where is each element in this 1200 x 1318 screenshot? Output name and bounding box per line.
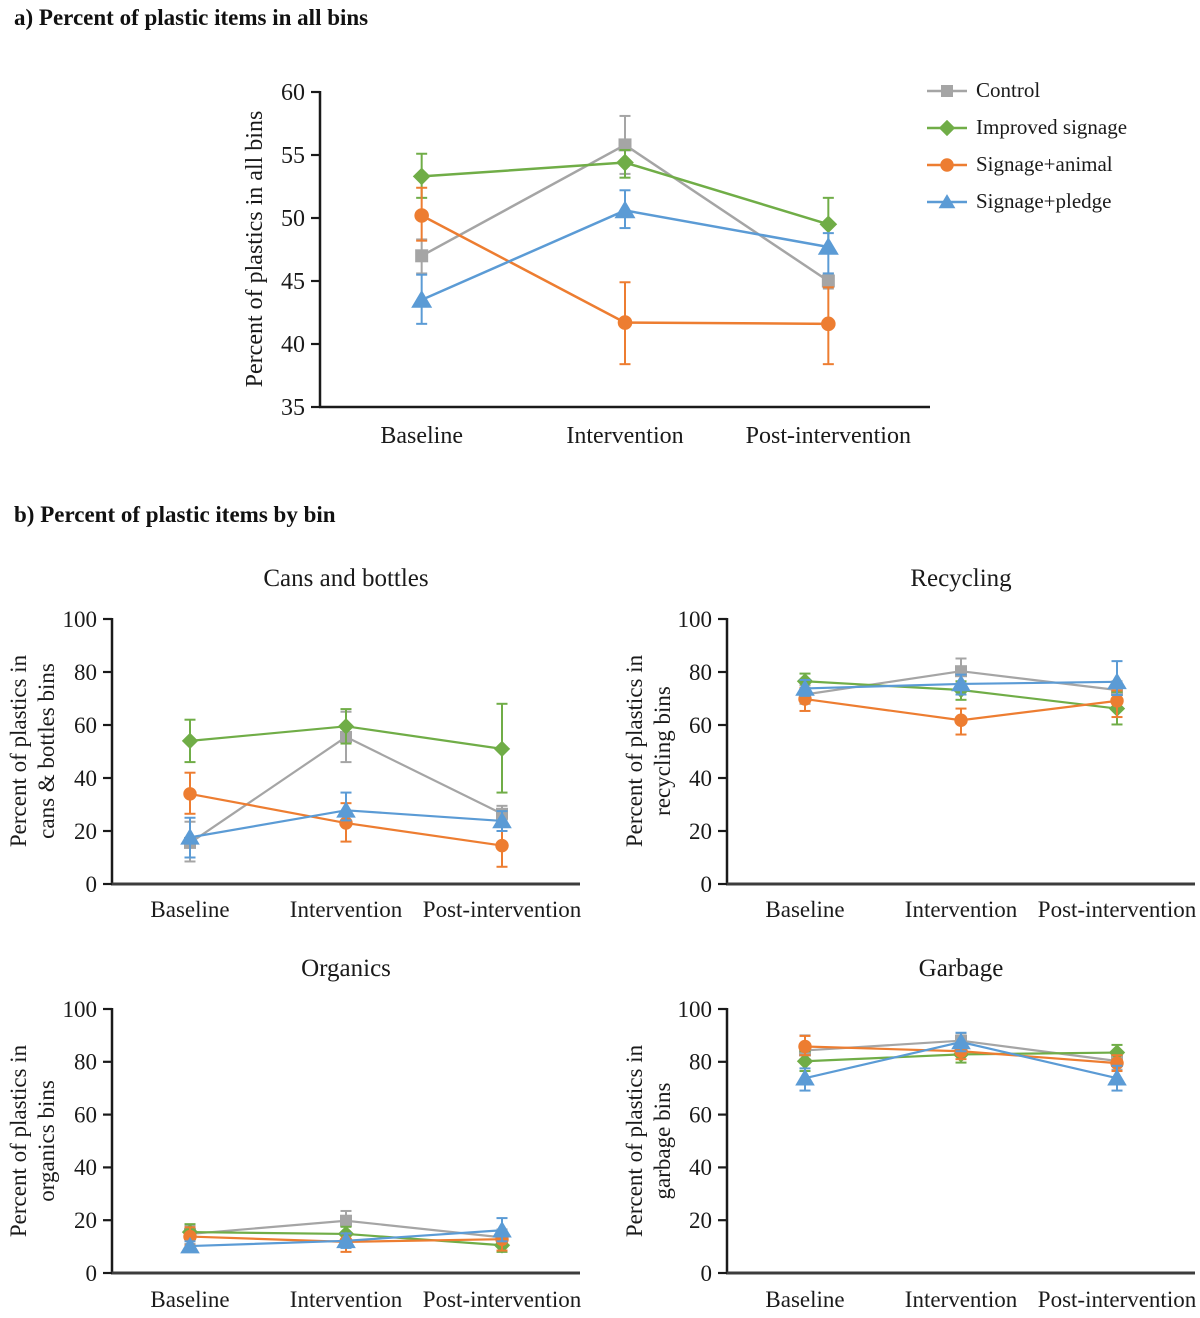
series-signage-pledge [795, 660, 1127, 697]
x-category-label: Post-intervention [423, 897, 582, 922]
x-category-label: Intervention [566, 423, 683, 449]
x-category-label: Baseline [380, 423, 463, 449]
y-tick-label: 80 [689, 1050, 712, 1075]
y-tick-label: 20 [74, 1208, 97, 1233]
y-tick-label: 80 [74, 1050, 97, 1075]
y-tick-label: 0 [86, 872, 98, 897]
square-marker-icon [927, 84, 967, 97]
x-category-label: Intervention [290, 897, 403, 922]
y-axis-label: Percent of plastics in [622, 1044, 647, 1237]
x-category-label: Post-intervention [423, 1287, 582, 1312]
series-signage-animal [414, 186, 836, 366]
y-tick-label: 40 [74, 766, 97, 791]
x-category-label: Intervention [290, 1287, 403, 1312]
y-tick-label: 0 [701, 872, 713, 897]
series-signage-pledge [411, 189, 839, 325]
chart-title: Organics [301, 955, 391, 982]
y-tick-label: 20 [689, 819, 712, 844]
y-axis-label: cans & bottles bins [34, 663, 59, 839]
y-tick-label: 40 [281, 332, 305, 358]
series-improved-signage [412, 148, 838, 252]
y-tick-label: 0 [86, 1261, 98, 1286]
panel-a-heading: a) Percent of plastic items in all bins [14, 5, 369, 30]
y-tick-label: 100 [63, 997, 98, 1022]
y-tick-label: 60 [689, 1102, 712, 1127]
series-signage-pledge [180, 791, 512, 859]
y-tick-label: 100 [678, 997, 713, 1022]
y-tick-label: 20 [689, 1208, 712, 1233]
circle-marker-icon [927, 157, 967, 172]
y-tick-label: 50 [281, 206, 305, 232]
chart-all_bins: 35 40 45 50 55 60 Baseline Intervention Post-int… [242, 80, 930, 449]
legend-item-signage-pledge: Signage+pledge [926, 183, 1127, 220]
x-category-label: Baseline [150, 897, 229, 922]
y-tick-label: 60 [74, 713, 97, 738]
y-tick-label: 35 [281, 395, 305, 421]
legend-item-signage-animal: Signage+animal [926, 146, 1127, 183]
y-tick-label: 60 [689, 713, 712, 738]
y-axis-label: garbage bins [650, 1083, 675, 1200]
y-tick-label: 0 [701, 1261, 713, 1286]
y-tick-label: 80 [74, 660, 97, 685]
y-tick-label: 40 [689, 1155, 712, 1180]
x-category-label: Baseline [765, 1287, 844, 1312]
legend-label: Signage+pledge [976, 189, 1112, 213]
x-category-label: Post-intervention [746, 423, 911, 449]
y-axis-label: Percent of plastics in [6, 1044, 31, 1237]
x-category-label: Intervention [905, 897, 1018, 922]
y-axis-label: Percent of plastics in [622, 654, 647, 847]
x-category-label: Post-intervention [1038, 897, 1197, 922]
y-axis-label: Percent of plastics in all bins [242, 111, 268, 388]
chart-organics: 0 20 40 60 80 100 Baseline Intervention Post-int… [6, 955, 582, 1312]
x-category-label: Baseline [765, 897, 844, 922]
series-signage-animal [798, 686, 1124, 736]
legend-label: Improved signage [976, 115, 1128, 139]
y-tick-label: 20 [74, 819, 97, 844]
x-category-label: Baseline [150, 1287, 229, 1312]
legend-label: Signage+animal [976, 152, 1113, 176]
chart-recycling: 0 20 40 60 80 100 Baseline Intervention Post-int… [622, 565, 1197, 922]
y-axis-label: organics bins [34, 1080, 59, 1202]
legend-item-improved-signage: Improved signage [926, 109, 1127, 146]
x-category-label: Post-intervention [1038, 1287, 1197, 1312]
series-signage-pledge [795, 1031, 1127, 1092]
chart-title: Recycling [910, 565, 1012, 592]
chart-legend: Control Improved signage Signage+animal … [926, 72, 1127, 220]
y-tick-label: 80 [689, 660, 712, 685]
chart-garbage: 0 20 40 60 80 100 Baseline Intervention Post-int… [622, 955, 1197, 1312]
triangle-marker-icon [927, 193, 967, 208]
y-tick-label: 60 [74, 1102, 97, 1127]
y-tick-label: 60 [281, 80, 305, 106]
series-signage-pledge [180, 1217, 512, 1254]
chart-title: Cans and bottles [263, 565, 428, 592]
y-tick-label: 40 [74, 1155, 97, 1180]
y-axis-label: Percent of plastics in [6, 654, 31, 847]
diamond-marker-icon [927, 119, 967, 136]
y-tick-label: 55 [281, 143, 305, 169]
x-category-label: Intervention [905, 1287, 1018, 1312]
legend-item-control: Control [926, 72, 1127, 109]
y-axis-label: recycling bins [650, 686, 675, 816]
chart-title: Garbage [919, 955, 1004, 982]
y-tick-label: 100 [678, 607, 713, 632]
chart-cans: 0 20 40 60 80 100 Baseline Intervention Post-int… [6, 565, 582, 922]
panel-b-heading: b) Percent of plastic items by bin [14, 502, 336, 527]
y-tick-label: 100 [63, 607, 98, 632]
series-improved-signage [181, 702, 511, 794]
y-tick-label: 40 [689, 766, 712, 791]
legend-label: Control [976, 78, 1041, 102]
y-tick-label: 45 [281, 269, 305, 295]
